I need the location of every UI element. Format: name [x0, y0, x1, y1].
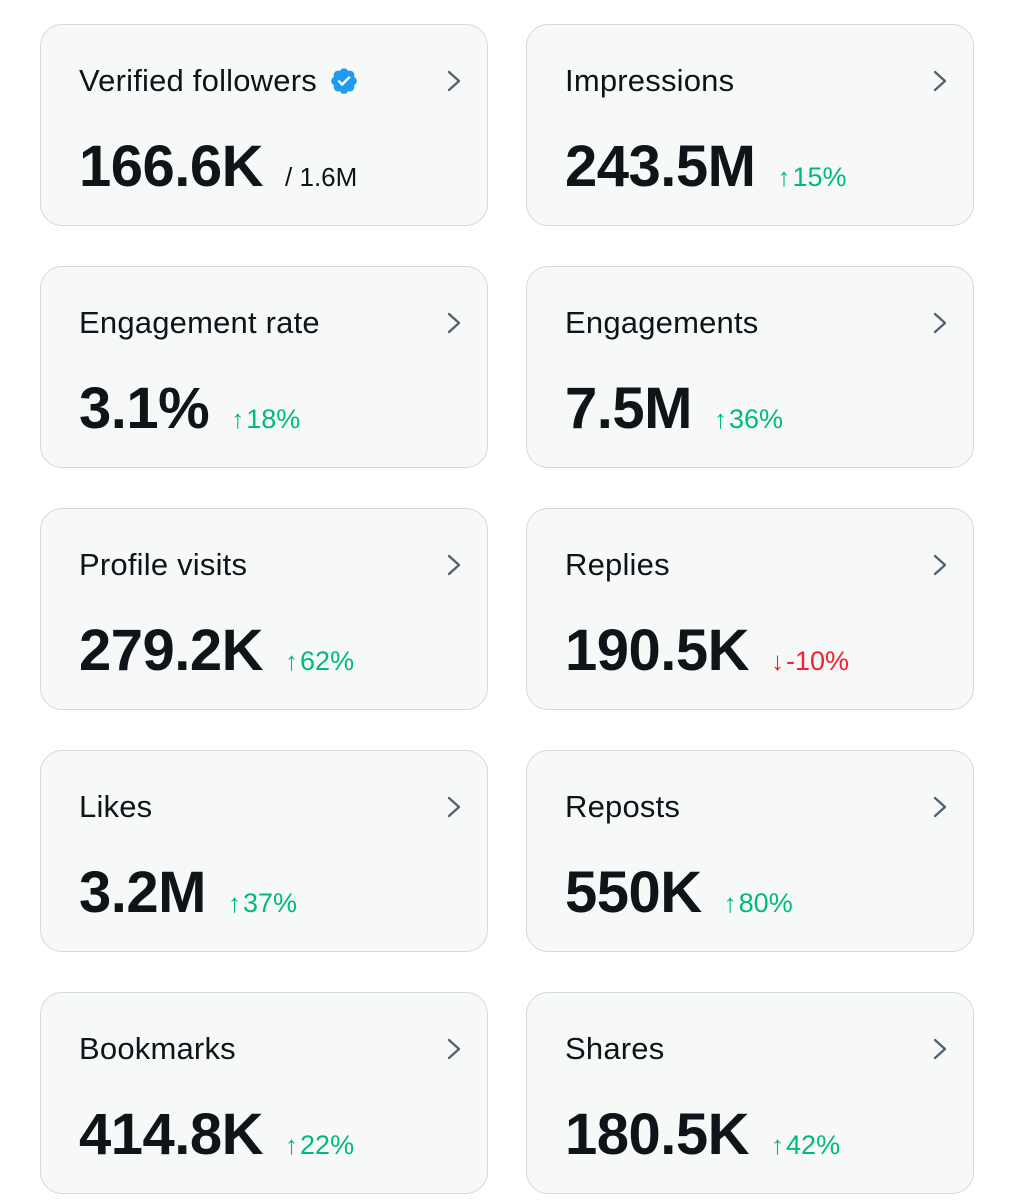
metric-value: 243.5M [565, 134, 756, 199]
card-label: Replies [565, 547, 670, 582]
value-row: 3.1% ↑18% [79, 375, 300, 442]
metric-value: 3.2M [79, 860, 206, 925]
metric-value: 190.5K [565, 618, 750, 683]
change-value: 15% [792, 162, 847, 192]
metric-change: ↓-10% [771, 646, 849, 677]
card-engagement-rate[interactable]: Engagement rate 3.1% ↑18% [40, 266, 488, 468]
metric-value: 279.2K [79, 618, 264, 683]
metric-change: ↑42% [771, 1130, 840, 1161]
change-value: 42% [786, 1130, 841, 1160]
chevron-right-icon [933, 70, 947, 92]
card-reposts[interactable]: Reposts 550K ↑80% [526, 750, 974, 952]
card-verified-followers[interactable]: Verified followers 166.6K / 1.6M [40, 24, 488, 226]
verified-badge-icon [331, 68, 357, 94]
metric-value: 180.5K [565, 1102, 750, 1167]
card-label-container: Bookmarks [79, 1031, 236, 1067]
change-value: 37% [242, 888, 297, 918]
chevron-right-icon [447, 1038, 461, 1060]
arrow-up-icon: ↑ [723, 888, 737, 918]
value-row: 180.5K ↑42% [565, 1101, 840, 1168]
value-row: 414.8K ↑22% [79, 1101, 354, 1168]
metric-change: ↑37% [228, 888, 297, 919]
card-label-container: Engagements [565, 305, 759, 341]
card-label: Bookmarks [79, 1031, 236, 1066]
chevron-right-icon [447, 796, 461, 818]
metric-value: 166.6K [79, 134, 264, 199]
metric-change: ↑15% [777, 162, 846, 193]
card-label-container: Impressions [565, 63, 734, 99]
metric-value: 7.5M [565, 376, 692, 441]
arrow-up-icon: ↑ [777, 162, 791, 192]
chevron-right-icon [447, 554, 461, 576]
card-label-container: Shares [565, 1031, 664, 1067]
change-value: 80% [738, 888, 793, 918]
arrow-up-icon: ↑ [285, 1130, 299, 1160]
card-label: Engagement rate [79, 305, 320, 340]
card-label-container: Verified followers [79, 63, 359, 99]
card-engagements[interactable]: Engagements 7.5M ↑36% [526, 266, 974, 468]
card-likes[interactable]: Likes 3.2M ↑37% [40, 750, 488, 952]
value-row: 166.6K / 1.6M [79, 133, 357, 200]
analytics-grid: Verified followers 166.6K / 1.6M Impress… [40, 24, 974, 1194]
change-value: 22% [300, 1130, 355, 1160]
change-value: 18% [246, 404, 301, 434]
card-label-container: Engagement rate [79, 305, 320, 341]
card-label: Shares [565, 1031, 665, 1066]
card-bookmarks[interactable]: Bookmarks 414.8K ↑22% [40, 992, 488, 1194]
card-label: Profile visits [79, 547, 248, 582]
arrow-up-icon: ↑ [713, 404, 727, 434]
arrow-up-icon: ↑ [285, 646, 299, 676]
card-label: Likes [79, 789, 153, 824]
metric-value: 550K [565, 860, 702, 925]
metric-change: ↑80% [724, 888, 793, 919]
metric-change: ↑36% [714, 404, 783, 435]
metric-change: ↑62% [285, 646, 354, 677]
card-label-container: Replies [565, 547, 670, 583]
metric-value: 3.1% [79, 376, 210, 441]
arrow-up-icon: ↑ [231, 404, 245, 434]
chevron-right-icon [933, 554, 947, 576]
card-label: Engagements [565, 305, 759, 340]
value-row: 279.2K ↑62% [79, 617, 354, 684]
card-label: Reposts [565, 789, 681, 824]
value-row: 243.5M ↑15% [565, 133, 847, 200]
metric-value: 414.8K [79, 1102, 264, 1167]
card-label-container: Likes [79, 789, 152, 825]
chevron-right-icon [933, 796, 947, 818]
metric-total: / 1.6M [285, 162, 358, 192]
card-label: Impressions [565, 63, 735, 98]
arrow-up-icon: ↑ [227, 888, 241, 918]
card-label-container: Profile visits [79, 547, 247, 583]
card-replies[interactable]: Replies 190.5K ↓-10% [526, 508, 974, 710]
arrow-down-icon: ↓ [771, 646, 785, 676]
value-row: 550K ↑80% [565, 859, 793, 926]
change-value: 36% [728, 404, 783, 434]
metric-change: ↑22% [285, 1130, 354, 1161]
chevron-right-icon [933, 312, 947, 334]
metric-change: ↑18% [231, 404, 300, 435]
change-value: -10% [786, 646, 850, 676]
value-row: 7.5M ↑36% [565, 375, 783, 442]
card-label-container: Reposts [565, 789, 680, 825]
card-label: Verified followers [79, 63, 317, 98]
chevron-right-icon [933, 1038, 947, 1060]
card-shares[interactable]: Shares 180.5K ↑42% [526, 992, 974, 1194]
value-row: 3.2M ↑37% [79, 859, 297, 926]
card-profile-visits[interactable]: Profile visits 279.2K ↑62% [40, 508, 488, 710]
chevron-right-icon [447, 70, 461, 92]
chevron-right-icon [447, 312, 461, 334]
arrow-up-icon: ↑ [771, 1130, 785, 1160]
card-impressions[interactable]: Impressions 243.5M ↑15% [526, 24, 974, 226]
value-row: 190.5K ↓-10% [565, 617, 849, 684]
change-value: 62% [300, 646, 355, 676]
